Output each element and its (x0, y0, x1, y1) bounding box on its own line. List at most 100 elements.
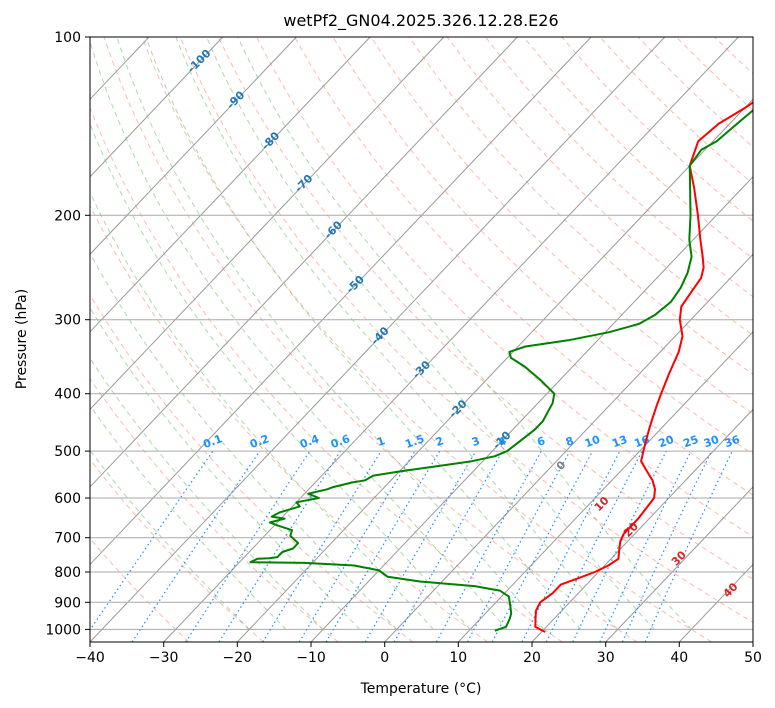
dry-adiabat-line (141, 37, 712, 642)
y-tick-label: 800 (54, 565, 81, 581)
y-tick-label: 600 (54, 491, 81, 507)
isotherm-line (457, 331, 753, 642)
mixing-ratio-line (599, 450, 692, 642)
temperature-profile (534, 101, 753, 633)
mixing-ratio-label: 25 (681, 433, 700, 450)
mixing-ratio-line (325, 450, 441, 642)
x-tick-label: −20 (223, 650, 253, 666)
moist-adiabat-line (237, 37, 692, 630)
moist-adiabat-line (90, 357, 324, 630)
dry-adiabat-line (90, 458, 264, 642)
profiles (249, 101, 753, 633)
y-axis: 100 200 300 400 500 600 700 800 900 1000 (45, 30, 90, 638)
isotherm-line (90, 37, 445, 411)
y-tick-label: 1000 (45, 622, 81, 638)
mixing-ratio-label: 0.1 (201, 432, 224, 451)
dry-adiabat-line (90, 204, 488, 642)
x-axis-label: Temperature (°C) (360, 681, 482, 697)
mixing-ratio-label: 1 (375, 434, 387, 449)
mixing-ratio-label: 0.4 (298, 432, 321, 451)
y-tick-label: 300 (54, 313, 81, 329)
moist-adiabat-line (90, 404, 287, 630)
x-axis: −40 −30 −20 −10 0 10 20 30 40 50 (75, 642, 762, 666)
mixing-ratio-label: 1.5 (403, 432, 426, 451)
isotherm-line (90, 37, 371, 333)
moist-adiabat-line (90, 251, 397, 630)
plot-frame (89, 36, 754, 643)
y-tick-label: 200 (54, 208, 81, 224)
dry-adiabat-line (90, 377, 339, 642)
isotherm-line (0, 37, 75, 642)
mixing-ratio-label: 0.6 (329, 432, 352, 451)
mixing-ratio-line (90, 450, 214, 631)
mixing-ratio-label: 3 (470, 434, 482, 449)
isotherm-line (90, 37, 592, 566)
isotherm-line (752, 641, 753, 642)
mixing-ratio-line (298, 450, 416, 642)
dry-adiabat-line (752, 37, 753, 39)
isotherm-line (236, 98, 753, 642)
mixing-ratio-label: 4 (497, 434, 509, 449)
mixing-ratio-line (466, 450, 571, 642)
isotherm-line (90, 37, 518, 488)
moist-adiabat-line (90, 306, 361, 630)
y-tick-label: 400 (54, 387, 81, 403)
x-tick-label: −30 (149, 650, 179, 666)
moist-adiabat-line (90, 122, 471, 630)
x-tick-label: −10 (296, 650, 326, 666)
x-tick-label: 50 (744, 650, 762, 666)
mixing-ratio-label: 2 (434, 434, 446, 449)
dewpoint-profile (249, 109, 753, 632)
x-tick-label: 0 (380, 650, 389, 666)
mixing-ratio-line (218, 450, 342, 642)
chart-title: wetPf2_GN04.2025.326.12.28.E26 (283, 11, 558, 31)
y-tick-label: 100 (54, 30, 81, 46)
x-tick-label: 30 (597, 650, 615, 666)
dry-adiabat-line (103, 37, 638, 642)
isotherm-line (90, 37, 666, 642)
mixing-ratio-label: 36 (723, 433, 742, 451)
moist-adiabat-line (90, 39, 508, 630)
dry-adiabat-line (294, 37, 753, 496)
isotherm-line (90, 37, 224, 178)
moist-adiabat-line (90, 449, 250, 630)
dry-adiabat-line (408, 37, 753, 375)
moist-adiabat-line (175, 37, 618, 630)
mixing-ratio-label: 10 (583, 433, 602, 451)
y-axis-label: Pressure (hPa) (14, 289, 30, 389)
mixing-ratio-label: 6 (535, 434, 547, 449)
mixing-ratio-label: 20 (657, 433, 676, 451)
mixing-ratio-label: 30 (702, 433, 721, 451)
mixing-ratio-line (185, 450, 311, 642)
dry-adiabat-line (179, 37, 753, 623)
isotherm-line (0, 37, 2, 642)
x-tick-label: 20 (523, 650, 541, 666)
plot-background (90, 37, 753, 642)
mixing-ratio-line (262, 450, 382, 642)
mixing-ratio-line (364, 450, 477, 642)
moist-adiabat-line (145, 37, 582, 630)
y-tick-label: 500 (54, 444, 81, 460)
x-tick-label: −40 (75, 650, 105, 666)
dry-adiabat-line (90, 106, 563, 642)
moist-adiabat-line (116, 37, 545, 630)
moist-adiabat-line (90, 191, 434, 630)
dry-adiabat-line (217, 37, 753, 580)
mixing-ratio-line (131, 450, 261, 642)
x-tick-label: 40 (670, 650, 688, 666)
mixing-ratio-label: 8 (564, 434, 576, 449)
mixing-ratio-label: 13 (610, 433, 629, 450)
mixing-ratio-line (621, 450, 713, 642)
y-tick-label: 700 (54, 531, 81, 547)
mixing-ratio-label: 0.2 (248, 432, 271, 451)
isotherm-line (163, 37, 739, 642)
isotherm-line (310, 176, 753, 642)
y-tick-label: 900 (54, 595, 81, 611)
isotherm-line (605, 486, 753, 642)
moist-adiabat-line (206, 37, 655, 630)
x-tick-label: 10 (449, 650, 467, 666)
isotherm-line (90, 37, 297, 256)
isotherm-line (384, 253, 753, 642)
isotherm-line (531, 408, 753, 642)
